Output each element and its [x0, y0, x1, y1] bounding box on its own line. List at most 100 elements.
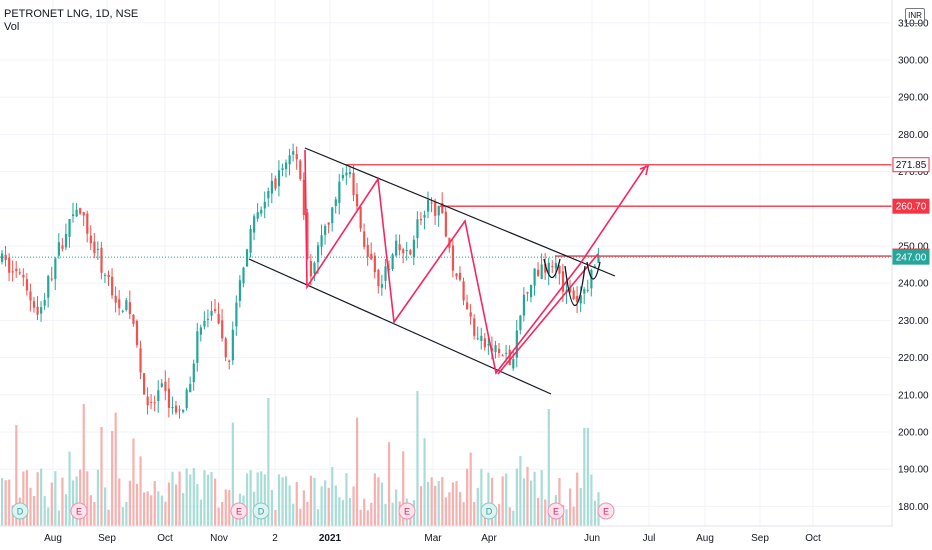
volume-bar — [47, 507, 50, 526]
candle-body — [299, 160, 302, 179]
volume-bar — [178, 471, 181, 526]
candle-body — [380, 284, 384, 288]
candle-body — [93, 241, 96, 254]
earnings-marker[interactable]: E — [547, 502, 565, 520]
volume-bar — [544, 499, 547, 526]
volume-bar — [469, 452, 472, 526]
candle-body — [47, 276, 50, 298]
volume-bar — [558, 478, 561, 526]
dividend-marker[interactable]: D — [480, 502, 498, 520]
volume-bar — [75, 476, 78, 526]
candle-body — [554, 263, 557, 269]
volume-bar — [82, 404, 85, 526]
volume-bar — [480, 468, 483, 526]
event-letter: E — [404, 507, 410, 517]
volume-bar — [256, 472, 259, 526]
right-shoulder-arc[interactable] — [586, 261, 601, 280]
currency-badge[interactable]: INR — [905, 8, 925, 24]
volume-bar — [189, 474, 192, 526]
earnings-marker[interactable]: E — [230, 502, 248, 520]
price-tick-label: 210.00 — [898, 390, 929, 401]
candle-body — [72, 214, 75, 217]
volume-bar — [288, 485, 291, 526]
candle-body — [494, 345, 497, 353]
volume-bar — [537, 497, 540, 526]
event-circle — [70, 502, 88, 520]
candle-body — [114, 295, 117, 303]
horizontal-levels[interactable] — [0, 164, 892, 258]
price-label-box[interactable] — [892, 198, 930, 214]
volume-bar — [79, 469, 82, 526]
dividend-marker[interactable]: D — [11, 502, 29, 520]
time-tick-label: Sep — [98, 533, 116, 544]
candle-body — [579, 295, 582, 304]
candle-body — [501, 355, 504, 357]
volume-bar — [4, 480, 7, 526]
candle-body — [82, 212, 85, 216]
candle-body — [359, 207, 362, 229]
candle-body — [345, 172, 348, 176]
volume-bar — [448, 492, 451, 526]
channel-lower-line[interactable] — [248, 258, 552, 395]
volume-bar — [430, 477, 433, 526]
candle-body — [398, 244, 401, 251]
price-tick-label: 230.00 — [898, 316, 929, 327]
candle-body — [221, 320, 224, 339]
volume-bar — [182, 493, 185, 526]
candle-body — [306, 212, 309, 259]
candle-body — [313, 262, 316, 274]
volume-bar — [387, 442, 391, 526]
volume-bar — [515, 468, 518, 526]
volume-bar — [455, 481, 458, 526]
candle-body — [427, 200, 430, 212]
volume-bar — [316, 509, 320, 526]
candle-body — [270, 180, 273, 194]
candle-body — [537, 269, 540, 276]
time-axis[interactable]: Aug Sep Oct Nov 2 2021 Mar Apr Jun Jul Aug Sep Oct — [0, 525, 893, 550]
channel-upper-line[interactable] — [304, 147, 616, 277]
candle-body — [292, 151, 295, 155]
candle-body — [1, 253, 4, 262]
candle-body — [569, 287, 572, 293]
candle-body — [192, 363, 195, 383]
candle-body — [267, 190, 270, 199]
candle-body — [288, 155, 291, 165]
price-label-box[interactable] — [892, 157, 930, 173]
price-tick-label: 220.00 — [898, 353, 929, 364]
earnings-marker[interactable]: E — [398, 502, 416, 520]
candle-body — [86, 213, 89, 234]
price-tick-label: 300.00 — [898, 56, 929, 67]
earnings-marker[interactable]: E — [70, 502, 88, 520]
left-shoulder-arc[interactable] — [543, 258, 561, 279]
volume-bar — [593, 500, 597, 526]
pattern-drawings[interactable] — [248, 147, 650, 395]
time-tick-label: Aug — [44, 533, 62, 544]
target-arrow-head[interactable] — [639, 164, 650, 176]
volume-bar — [185, 468, 188, 526]
candle-body — [214, 309, 217, 312]
candle-body — [324, 225, 327, 235]
volume-bar — [160, 495, 163, 526]
candle-body — [50, 278, 53, 280]
candle-body — [508, 349, 511, 365]
candle-body — [373, 255, 376, 273]
volume-bar — [8, 479, 11, 526]
volume-bar — [36, 472, 39, 526]
volume-bar — [50, 482, 53, 526]
candle-body — [466, 302, 469, 310]
candle-body — [526, 292, 529, 294]
earnings-marker[interactable]: E — [597, 502, 615, 520]
volume-bar — [221, 502, 224, 526]
zigzag-wave-line[interactable] — [304, 149, 647, 375]
price-axis[interactable]: 310.00300.00290.00280.00270.00260.00250.… — [891, 0, 932, 550]
volume-bar — [498, 504, 501, 526]
head-arc[interactable] — [564, 265, 586, 306]
support-trend-line[interactable] — [497, 253, 599, 375]
volume-bar — [143, 492, 146, 526]
price-label-text: 271.85 — [896, 160, 927, 171]
volume-bar — [54, 471, 57, 526]
dividend-marker[interactable]: D — [252, 502, 270, 520]
price-label-box[interactable] — [892, 249, 930, 265]
